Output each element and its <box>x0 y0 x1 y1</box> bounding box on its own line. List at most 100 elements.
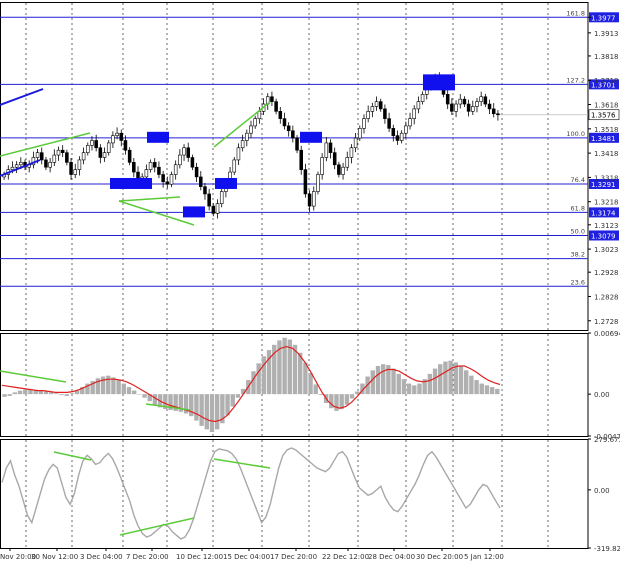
candle-body <box>144 169 149 178</box>
candle-body <box>412 108 416 119</box>
candle-body <box>416 101 421 110</box>
candle-body <box>182 147 186 156</box>
histogram-bar <box>152 394 158 405</box>
candle-body <box>52 154 57 163</box>
candle-body <box>291 130 295 139</box>
histogram-bar <box>189 394 194 417</box>
histogram-bar <box>204 394 209 430</box>
candle-body <box>127 149 132 163</box>
histogram-bar <box>106 375 111 395</box>
candle-body <box>420 94 425 102</box>
histogram-bar <box>12 392 18 395</box>
price-axis-label: 1.3913 <box>594 30 619 38</box>
histogram-bar <box>282 337 287 395</box>
candle-body <box>450 103 454 112</box>
candle-body <box>240 140 245 149</box>
price-axis-label: 1.3418 <box>594 150 619 158</box>
time-axis-label: 5 Jan 12:00 <box>464 553 504 561</box>
fib-level-label: 127.2 <box>566 76 585 84</box>
histogram-bar <box>230 394 235 407</box>
histogram-bar <box>287 339 292 395</box>
time-axis-label: 7 Dec 20:00 <box>126 553 169 561</box>
divergence-line-green <box>213 458 271 469</box>
histogram-bar <box>495 388 500 395</box>
candle-body <box>312 191 316 207</box>
candle-body <box>366 111 370 119</box>
histogram-bar <box>448 360 453 395</box>
pivot-box <box>423 74 455 91</box>
histogram-bar <box>463 370 469 395</box>
histogram-bar <box>334 394 339 411</box>
time-axis-label: 17 Dec 20:00 <box>270 553 317 561</box>
histogram-bar <box>438 364 443 395</box>
candle-body <box>458 98 463 105</box>
histogram-bar <box>469 375 474 395</box>
panel-frame-2 <box>0 333 589 437</box>
price-axis-label: 1.3618 <box>594 102 619 110</box>
candle-body <box>362 118 366 129</box>
candle-body <box>245 132 249 141</box>
histogram-bar <box>80 387 85 395</box>
histogram-bar <box>240 388 246 395</box>
candle-body <box>337 164 341 175</box>
histogram-bar <box>214 394 220 430</box>
candle-body <box>232 159 237 173</box>
candle-body <box>320 157 324 175</box>
histogram-bar <box>142 394 147 398</box>
fib-price-tag-text: 1.3079 <box>591 232 616 240</box>
signal-line <box>1 345 501 423</box>
candle-body <box>90 140 94 146</box>
candle-body <box>207 193 211 207</box>
candle-body <box>491 108 496 115</box>
price-axis-label: 1.3218 <box>594 199 619 207</box>
candle-body <box>157 166 161 175</box>
histogram-bar <box>100 376 106 395</box>
candle-body <box>10 166 15 170</box>
divergence-line-green <box>53 451 92 461</box>
candle-body <box>349 147 354 158</box>
candle-body <box>211 205 216 214</box>
fib-level-label: 23.6 <box>571 278 585 286</box>
candle-body <box>249 125 253 134</box>
candle-body <box>173 164 178 175</box>
current-price-tag <box>588 109 620 121</box>
fib-price-tag-text: 1.3701 <box>591 81 616 89</box>
candle-body <box>236 147 241 161</box>
histogram-bar <box>48 392 54 395</box>
candle-body <box>383 108 387 119</box>
price-axis-label: 1.3718 <box>594 77 619 85</box>
histogram-bar <box>474 380 479 395</box>
candle-body <box>86 145 90 153</box>
fib-price-tag <box>589 12 619 23</box>
histogram-bar <box>173 394 178 411</box>
candle-body <box>190 157 195 168</box>
histogram-bar <box>355 391 360 395</box>
histogram-bar <box>297 352 303 395</box>
histogram-bar <box>168 394 173 411</box>
candle-body <box>462 98 467 105</box>
trend-line-blue <box>0 88 44 106</box>
candle-body <box>73 169 78 175</box>
divergence-line-green <box>213 101 271 148</box>
histogram-bar <box>220 394 225 424</box>
histogram-bar <box>7 394 12 396</box>
candle-body <box>374 101 379 107</box>
histogram-bar <box>163 394 168 410</box>
histogram-bar <box>54 393 59 395</box>
candle-body <box>115 132 119 136</box>
candle-body <box>14 164 19 168</box>
histogram-bar <box>95 378 101 395</box>
candle-body <box>161 174 165 183</box>
time-axis-label: 22 Dec 12:00 <box>322 553 369 561</box>
candle-body <box>274 101 278 112</box>
histogram-bar <box>17 390 23 395</box>
candle-body <box>102 152 107 158</box>
macd-axis-label: 0.00 <box>594 391 610 399</box>
macd-axis-label: -0.00475 <box>594 433 620 441</box>
fib-price-tag-text: 1.3174 <box>591 209 616 217</box>
candle-body <box>39 152 44 161</box>
candle-body <box>316 174 320 192</box>
price-axis-label: 1.3518 <box>594 126 619 134</box>
